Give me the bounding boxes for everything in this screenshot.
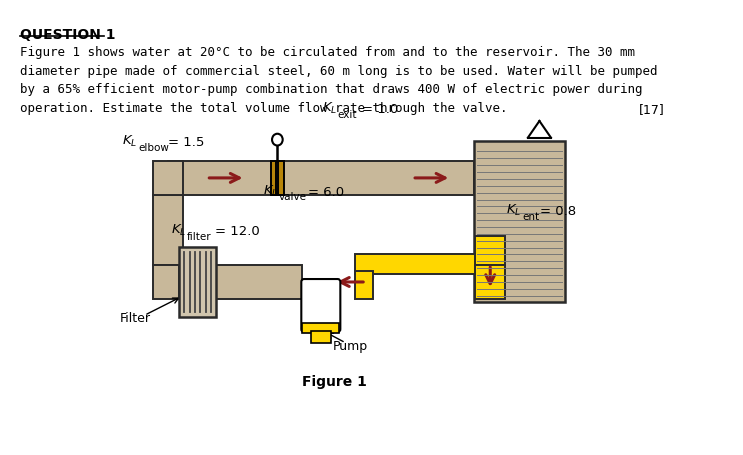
Text: = 12.0: = 12.0 xyxy=(215,224,260,238)
Bar xyxy=(278,162,284,195)
Text: $K_L$: $K_L$ xyxy=(263,183,279,198)
Bar xyxy=(179,247,216,318)
Bar xyxy=(476,236,505,266)
Circle shape xyxy=(272,134,282,146)
Text: = 0.8: = 0.8 xyxy=(540,205,576,217)
Text: = 1.0: = 1.0 xyxy=(362,103,398,116)
Bar xyxy=(355,272,373,299)
Bar xyxy=(153,162,184,195)
Text: ent: ent xyxy=(522,212,539,222)
Text: elbow: elbow xyxy=(138,143,169,153)
Bar xyxy=(153,195,184,266)
Text: $K_L$: $K_L$ xyxy=(122,134,137,149)
Text: Pump: Pump xyxy=(332,339,368,352)
Bar xyxy=(153,266,184,299)
Text: exit: exit xyxy=(337,110,357,120)
Text: $K_L$: $K_L$ xyxy=(506,202,522,217)
Text: [17]: [17] xyxy=(639,103,665,116)
Text: $K_L$: $K_L$ xyxy=(322,101,337,116)
FancyBboxPatch shape xyxy=(302,279,340,332)
Text: $K_L$: $K_L$ xyxy=(171,222,186,238)
Bar xyxy=(476,236,505,302)
Bar xyxy=(271,162,276,195)
Bar xyxy=(311,331,331,343)
Text: Figure 1 shows water at 20°C to be circulated from and to the reservoir. The 30 : Figure 1 shows water at 20°C to be circu… xyxy=(20,46,658,115)
Bar xyxy=(179,266,184,299)
Text: Figure 1: Figure 1 xyxy=(302,374,366,389)
Bar xyxy=(168,162,474,195)
Bar xyxy=(355,255,476,274)
Text: filter: filter xyxy=(187,231,212,241)
Text: valve: valve xyxy=(279,192,307,202)
Bar xyxy=(476,266,505,299)
Bar xyxy=(474,142,565,302)
Text: = 1.5: = 1.5 xyxy=(168,136,204,149)
Bar xyxy=(302,324,340,334)
Bar xyxy=(216,266,302,299)
Text: Filter: Filter xyxy=(120,312,151,325)
Text: QUESTION 1: QUESTION 1 xyxy=(20,28,116,42)
Text: = 6.0: = 6.0 xyxy=(308,185,345,198)
